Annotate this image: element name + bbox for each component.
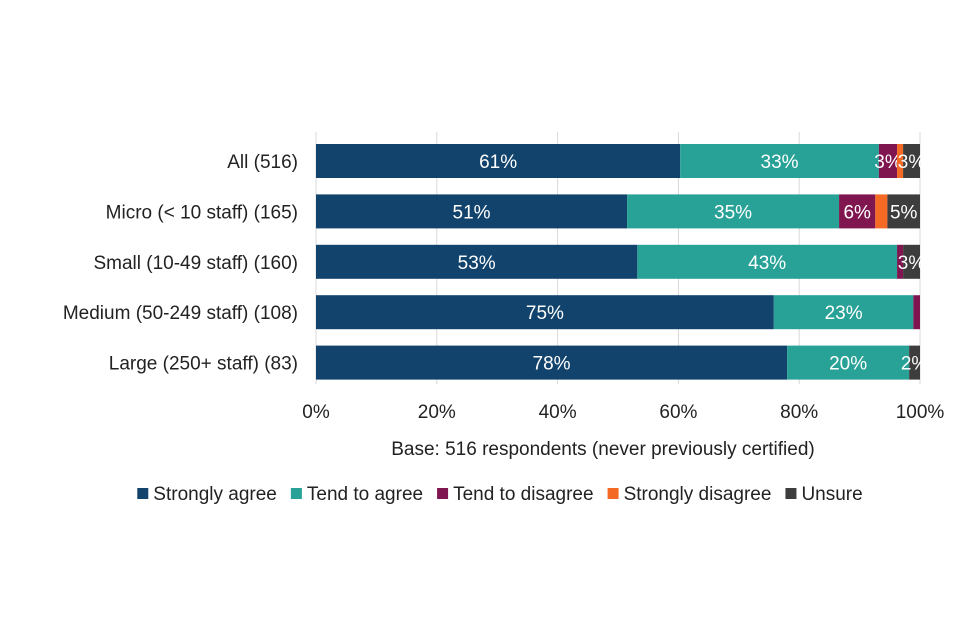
bar-segment: [316, 244, 638, 279]
bar-segment: [316, 144, 681, 178]
category-label: Large (250+ staff) (83): [109, 354, 298, 375]
legend-swatch: [785, 488, 797, 499]
bar-segment: [903, 144, 920, 178]
x-axis-title: Base: 516 respondents (never previously …: [391, 439, 815, 460]
category-labels: All (516) Micro (< 10 staff) (165) Small (…: [63, 152, 298, 375]
bar-segment: [875, 194, 888, 229]
legend-swatch: [607, 488, 619, 499]
x-tick-label: 100%: [896, 402, 945, 423]
bar-segment: [773, 295, 914, 330]
data-label: 5%: [890, 202, 918, 223]
bar-segment: [316, 345, 788, 380]
legend-label: Strongly disagree: [624, 484, 772, 505]
bar-segment: [913, 295, 920, 330]
bar-segment: [637, 244, 898, 279]
bar-segment: [680, 144, 879, 178]
legend-label: Unsure: [801, 484, 862, 505]
x-tick-label: 80%: [780, 402, 818, 423]
legend-label: Tend to agree: [307, 484, 423, 505]
data-label: 35%: [714, 202, 752, 223]
x-tick-label: 40%: [539, 402, 577, 423]
data-label: 78%: [533, 354, 571, 375]
bar-segment: [897, 144, 904, 178]
data-label: 61%: [479, 152, 517, 173]
bar-segment: [316, 194, 628, 229]
bar-segment: [903, 244, 920, 279]
data-label: 53%: [458, 253, 496, 274]
bars-layer: 61% 33% 3%3%51% 35% 6% 5%53% 43% 3%75% 23%78% 20%…: [316, 144, 928, 380]
legend-item: Tend to disagree: [437, 484, 594, 505]
bar-segment: [878, 144, 898, 178]
x-tick-label: 60%: [659, 402, 697, 423]
x-tick-labels: 0% 20% 40% 60% 80% 100%: [302, 402, 944, 423]
data-label: 75%: [526, 303, 564, 324]
x-tick-label: 20%: [418, 402, 456, 423]
data-label: 33%: [761, 152, 799, 173]
legend-item: Tend to agree: [290, 484, 423, 505]
category-label: Micro (< 10 staff) (165): [106, 202, 298, 223]
x-tick-label: 0%: [302, 402, 330, 423]
legend-label: Tend to disagree: [453, 484, 594, 505]
legend-item: Unsure: [785, 484, 863, 505]
legend-swatch: [137, 488, 149, 499]
data-label: 6%: [843, 202, 871, 223]
legend-swatch: [290, 488, 302, 499]
category-label: Small (10-49 staff) (160): [93, 253, 298, 274]
bar-segment: [887, 194, 920, 229]
legend-item: Strongly agree: [137, 484, 277, 505]
data-label: 3%: [898, 152, 926, 173]
legend-swatch: [437, 488, 449, 499]
category-label: Medium (50-249 staff) (108): [63, 303, 298, 324]
bar-segment: [627, 194, 840, 229]
category-label: All (516): [227, 152, 298, 173]
bar-segment: [897, 244, 904, 279]
legend-label: Strongly agree: [153, 484, 277, 505]
bar-segment: [909, 345, 920, 380]
bar-segment: [787, 345, 910, 380]
bar-segment: [316, 295, 774, 330]
data-label: 43%: [748, 253, 786, 274]
legend-item: Strongly disagree: [607, 484, 772, 505]
data-label: 23%: [825, 303, 863, 324]
data-label: 3%: [874, 152, 902, 173]
legend: Strongly agree Tend to agree Tend to disag…: [137, 484, 863, 505]
data-label: 20%: [829, 354, 867, 375]
data-label: 51%: [453, 202, 491, 223]
data-label: 2%: [901, 354, 929, 375]
data-label: 3%: [898, 253, 926, 274]
bar-segment: [839, 194, 876, 229]
